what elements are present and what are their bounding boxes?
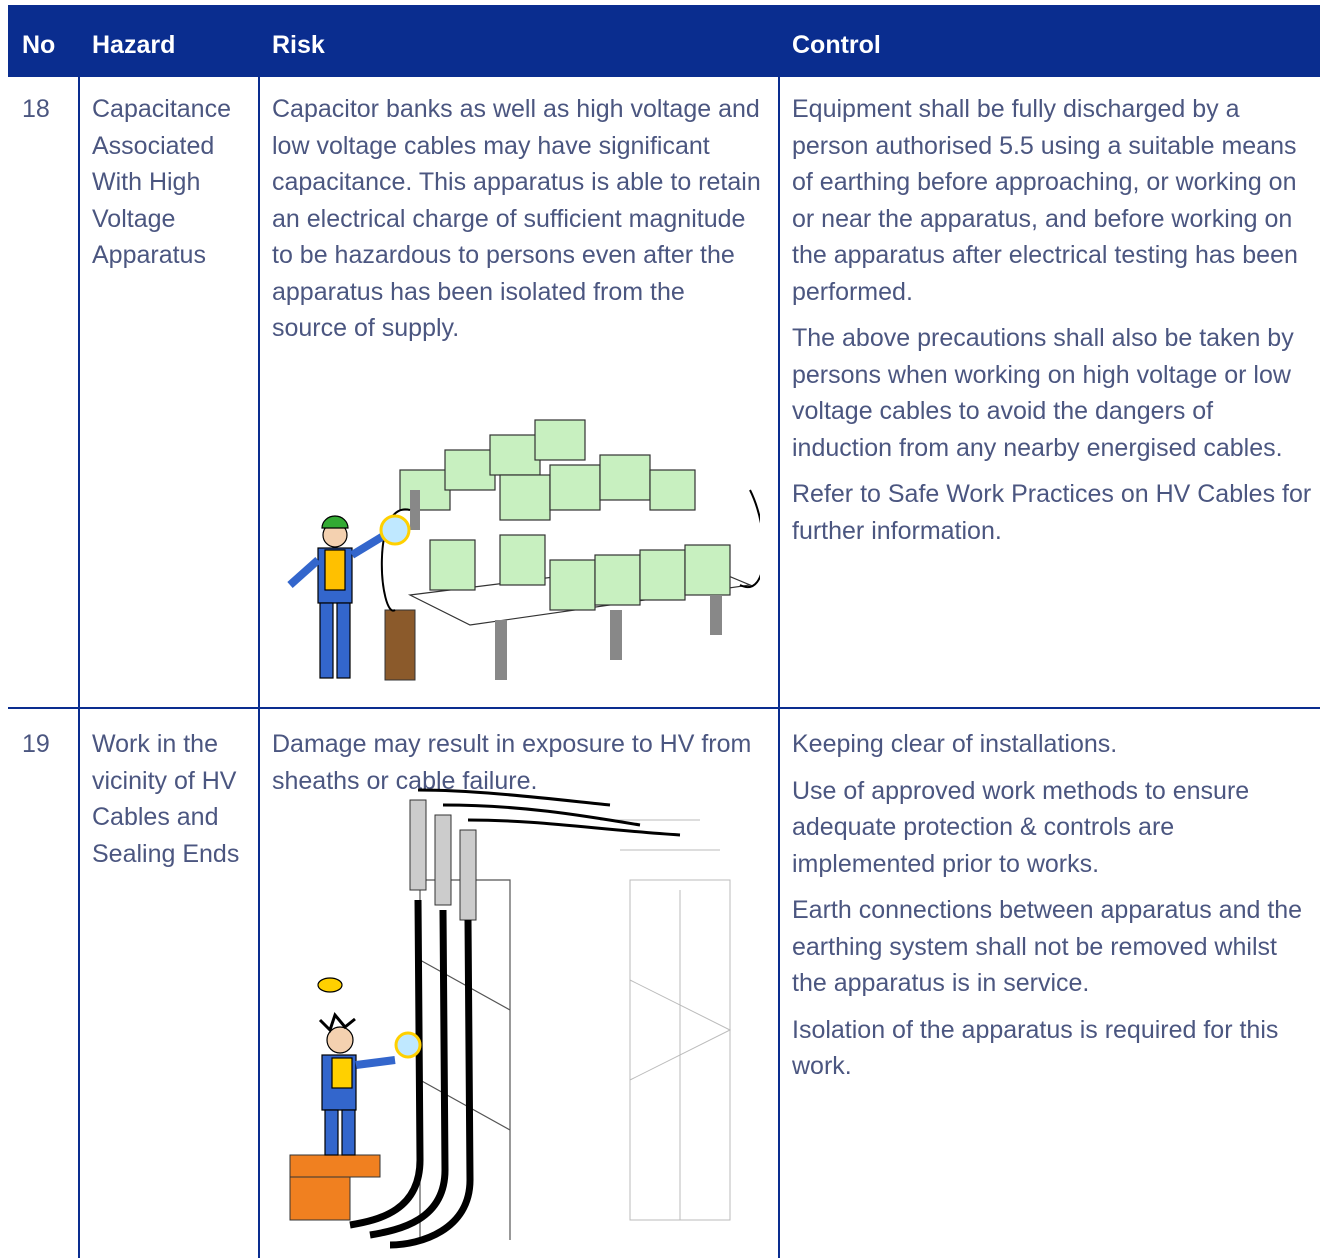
col-divider xyxy=(258,77,260,1258)
control-paragraph: Keeping clear of installations. xyxy=(792,730,1118,758)
control-paragraph: Use of approved work methods to ensure a… xyxy=(792,776,1250,878)
capacitor-illustration xyxy=(287,419,760,681)
row-no: 19 xyxy=(22,730,50,758)
control-paragraph: Earth connections between apparatus and … xyxy=(792,896,1303,997)
control-paragraph: Isolation of the apparatus is required f… xyxy=(792,1015,1279,1081)
hazard: Capacitance Associated With High Voltage… xyxy=(92,95,231,269)
col-divider xyxy=(78,77,80,1258)
col-header: Hazard xyxy=(92,31,176,59)
control-paragraph: The above precautions shall also be take… xyxy=(792,324,1294,462)
hazard: Work in the vicinity of HV Cables and Se… xyxy=(92,730,240,868)
cable-illustration xyxy=(289,788,732,1249)
control: Keeping clear of installations. Use of a… xyxy=(792,726,1317,1095)
control-paragraph: Equipment shall be fully discharged by a… xyxy=(792,95,1298,306)
col-header: No xyxy=(22,31,56,59)
row-no: 18 xyxy=(22,95,50,123)
risk: Damage may result in exposure to HV from… xyxy=(272,730,752,795)
header-bar: No Hazard Risk Control xyxy=(8,5,1320,77)
control-paragraph: Refer to Safe Work Practices on HV Cable… xyxy=(792,480,1312,545)
col-header: Risk xyxy=(272,31,325,59)
risk: Capacitor banks as well as high voltage … xyxy=(272,95,761,342)
control: Equipment shall be fully discharged by a… xyxy=(792,91,1317,559)
col-header: Control xyxy=(792,31,881,59)
col-divider xyxy=(778,77,780,1258)
row-divider xyxy=(8,707,1320,709)
